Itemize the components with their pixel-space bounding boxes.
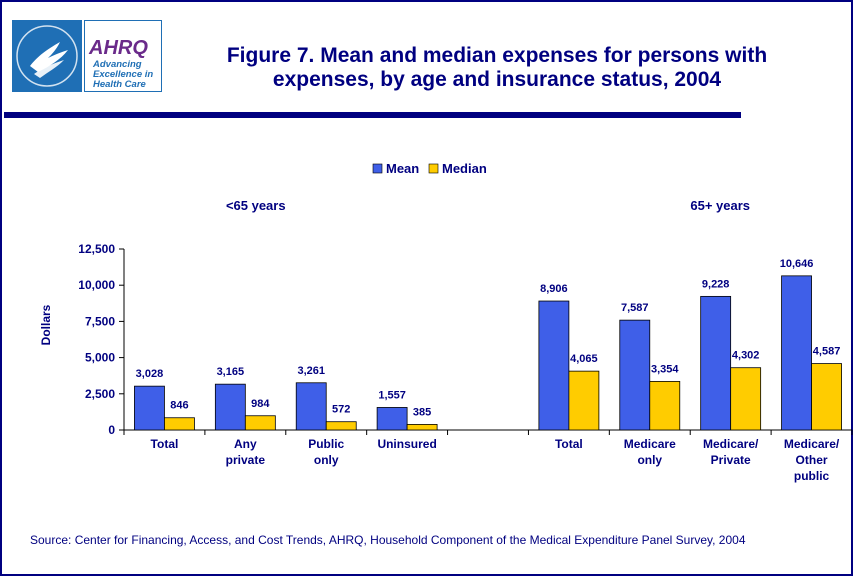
median-bar [649,381,681,431]
mean-value-label: 3,261 [297,365,325,377]
group-label: <65 years [226,198,286,213]
median-bar [811,363,842,431]
y-tick-label: 0 [108,423,115,437]
x-category-label: Private [711,453,751,467]
x-category-label: only [637,453,662,467]
median-value-label: 385 [413,406,431,418]
y-tick-label: 2,500 [85,387,115,401]
y-tick-label: 7,500 [85,314,115,328]
x-category-label: Total [555,437,583,451]
median-bar [164,417,195,431]
mean-bar [134,385,165,431]
median-value-label: 572 [332,404,350,416]
mean-value-label: 8,906 [540,283,568,295]
y-tick-label: 5,000 [85,351,115,365]
x-category-label: Public [308,437,344,451]
y-axis-label: Dollars [39,304,53,345]
median-value-label: 4,065 [570,353,598,365]
mean-bar [376,407,408,431]
median-bar [730,367,762,431]
chart-title-line-2: expenses, by age and insurance status, 2… [272,68,722,91]
ahrq-logo-tagline: Advancing Excellence in Health Care [93,59,154,90]
x-category-label: public [794,469,830,483]
median-value-label: 3,354 [651,363,679,375]
x-category-label: Medicare/ [703,437,759,451]
ahrq-logo: AHRQ Advancing Excellence in Health Care [84,20,162,92]
mean-value-label: 3,028 [136,368,164,380]
mean-value-label: 7,587 [621,302,649,314]
median-value-label: 984 [251,398,270,410]
legend-label-median: Median [442,161,487,176]
x-category-label: only [314,453,339,467]
x-category-label: Total [151,437,179,451]
x-category-label: Medicare [624,437,676,451]
median-bar [244,415,276,431]
mean-bar [700,295,732,431]
median-bar [406,424,438,431]
legend-swatch-median [428,163,439,174]
x-category-label: Any [234,437,257,451]
x-category-label: private [226,453,266,467]
chart-title: Figure 7. Mean and median expenses for p… [172,44,822,92]
mean-bar [538,300,570,431]
x-category-label: Other [796,453,828,467]
median-bar [325,421,357,431]
median-value-label: 4,302 [732,350,760,362]
y-tick-label: 12,500 [78,242,115,256]
source-note: Source: Center for Financing, Access, an… [30,533,746,547]
median-bar [568,370,600,431]
x-category-label: Medicare/ [784,437,840,451]
chart-title-line-1: Figure 7. Mean and median expenses for p… [226,44,768,67]
mean-bar [619,319,651,431]
mean-value-label: 1,557 [378,389,406,401]
hhs-eagle-icon [12,20,82,92]
group-label: 65+ years [690,198,750,213]
legend-swatch-mean [372,163,383,174]
title-divider [4,112,741,118]
ahrq-logo-name: AHRQ [89,37,148,59]
mean-bar [295,382,327,431]
legend-label-mean: Mean [386,161,419,176]
hhs-eagle-icon-graphic [16,25,78,87]
median-value-label: 846 [170,400,188,412]
mean-value-label: 3,165 [217,366,245,378]
mean-value-label: 10,646 [780,258,814,270]
y-tick-label: 10,000 [78,278,115,292]
mean-value-label: 9,228 [702,278,730,290]
mean-bar [214,383,246,431]
x-category-label: Uninsured [377,437,436,451]
mean-bar [781,275,812,431]
median-value-label: 4,587 [813,346,841,358]
